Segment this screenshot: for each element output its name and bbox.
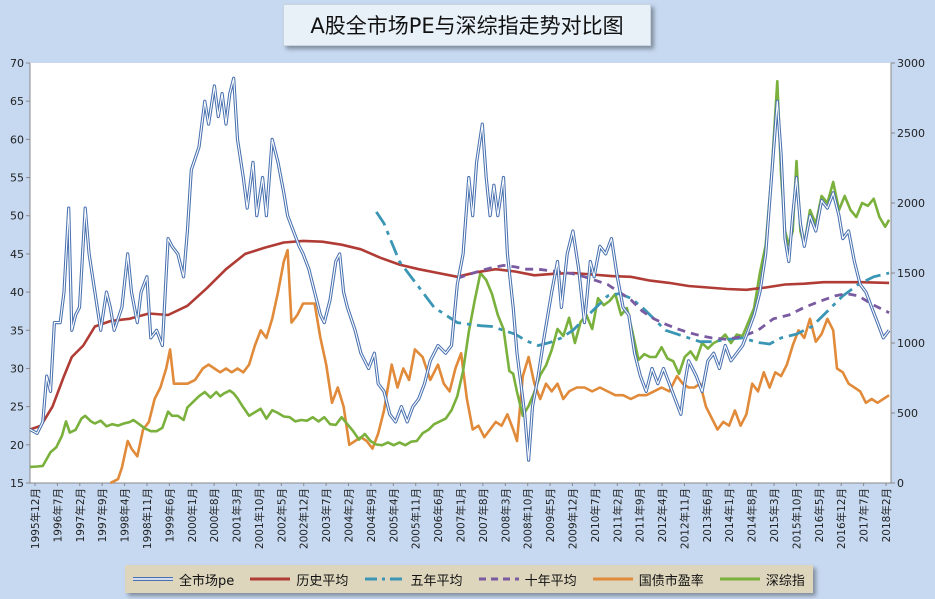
left-tick-label: 60 [10,133,24,146]
x-tick-label: 2001年10月 [253,488,266,549]
x-tick-label: 2014年1月 [723,488,736,542]
x-tick-label: 2015年3月 [768,488,781,542]
chart-title: A股全市场PE与深综指走势对比图 [283,4,651,46]
x-tick-label: 2011年9月 [634,488,647,542]
x-tick-label: 2016年5月 [813,488,826,542]
series-line-0-inner [29,77,890,461]
x-tick-label: 2001年3月 [231,488,244,542]
left-tick-label: 70 [10,57,24,70]
x-tick-label: 2008年3月 [499,488,512,542]
right-axis: 0 500 1000 1500 2000 2500 3000 [890,57,925,490]
legend-symbol-szse [719,577,760,581]
x-tick-label: 2012年4月 [656,488,669,542]
left-tick-label: 25 [10,401,24,414]
legend-label-pe: 全市场pe [179,573,235,589]
left-tick-label: 15 [10,477,24,490]
x-tick-label: 2009年12月 [566,488,579,549]
x-tick-label: 1995年12月 [29,488,42,549]
left-axis: 15 20 25 30 35 40 45 50 55 60 65 70 [10,57,31,490]
legend-item-10y: 十年平均 [478,570,577,589]
x-tick-label: 2007年1月 [455,488,468,542]
x-tick-label: 2002年5月 [275,488,288,542]
x-tick-label: 1998年11月 [141,488,154,549]
series-layer [29,76,891,485]
legend-label-10y: 十年平均 [524,573,577,589]
x-tick-label: 2005年4月 [387,488,400,542]
x-tick-label: 2003年7月 [320,488,333,542]
x-tick-label: 2005年11月 [410,488,423,549]
series-line-2 [375,211,890,347]
legend-symbol-5y [364,577,405,581]
x-tick-label: 2018年2月 [880,488,893,542]
right-tick-label: 1500 [897,267,925,280]
legend-item-szse: 深综指 [719,570,805,589]
x-tick-label: 2002年12月 [298,488,311,549]
x-tick-label: 2007年8月 [477,488,490,542]
x-tick-label: 1998年4月 [119,488,132,542]
x-axis: 1995年12月 1996年7月 1997年2月 1997年9月 1998年4月 1998… [29,482,893,549]
x-tick-label: 2004年9月 [365,488,378,542]
x-tick-label: 1997年9月 [96,488,109,542]
x-tick-label: 2014年8月 [746,488,759,542]
legend-item-5y: 五年平均 [364,570,463,589]
x-tick-label: 2013年6月 [701,488,714,542]
x-tick-label: 2015年10月 [790,488,803,549]
legend-label-bond: 国债市盈率 [638,573,704,589]
left-tick-label: 45 [10,248,24,261]
x-tick-label: 2011年2月 [611,488,624,542]
legend: 全市场pe 历史平均 五年平均 十年平均 国债市盈率 深综指 [125,565,813,593]
legend-label-hist: 历史平均 [296,573,349,589]
right-tick-label: 0 [897,477,904,490]
x-tick-label: 2010年7月 [589,488,602,542]
series-line-1 [29,239,890,431]
left-tick-label: 50 [10,210,24,223]
right-tick-label: 2500 [897,127,925,140]
x-tick-label: 1996年7月 [51,488,64,542]
x-tick-label: 2008年10月 [522,488,535,549]
left-tick-label: 55 [10,172,24,185]
x-tick-label: 1999年6月 [163,488,176,542]
left-tick-label: 65 [10,95,24,108]
legend-item-hist: 历史平均 [250,570,348,589]
right-tick-label: 500 [897,407,918,420]
legend-item-bond: 国债市盈率 [592,570,704,589]
right-tick-label: 2000 [897,197,925,210]
left-tick-label: 20 [10,439,24,452]
legend-symbol-10y [478,577,519,581]
x-tick-label: 1997年2月 [74,488,87,542]
right-tick-label: 3000 [897,57,925,70]
series-line-5 [30,79,891,469]
left-tick-label: 35 [10,324,24,337]
x-tick-label: 2017年7月 [858,488,871,542]
x-tick-label: 2006年6月 [432,488,445,542]
legend-symbol-bond [592,577,633,581]
x-tick-label: 2016年12月 [835,488,848,549]
left-tick-label: 40 [10,286,24,299]
right-tick-label: 1000 [897,337,925,350]
legend-label-szse: 深综指 [765,573,805,589]
legend-label-5y: 五年平均 [410,573,463,589]
legend-item-pe: 全市场pe [133,570,234,589]
x-tick-label: 2004年2月 [343,488,356,542]
left-tick-label: 30 [10,362,24,375]
series-line-4 [109,248,890,485]
x-tick-label: 2012年11月 [678,488,691,549]
series-line-3 [456,263,890,341]
x-tick-label: 2000年1月 [186,488,199,542]
x-tick-label: 2009年5月 [544,488,557,542]
x-tick-label: 2000年8月 [208,488,221,542]
legend-symbol-hist [250,577,291,581]
legend-symbol-pe [133,577,174,581]
